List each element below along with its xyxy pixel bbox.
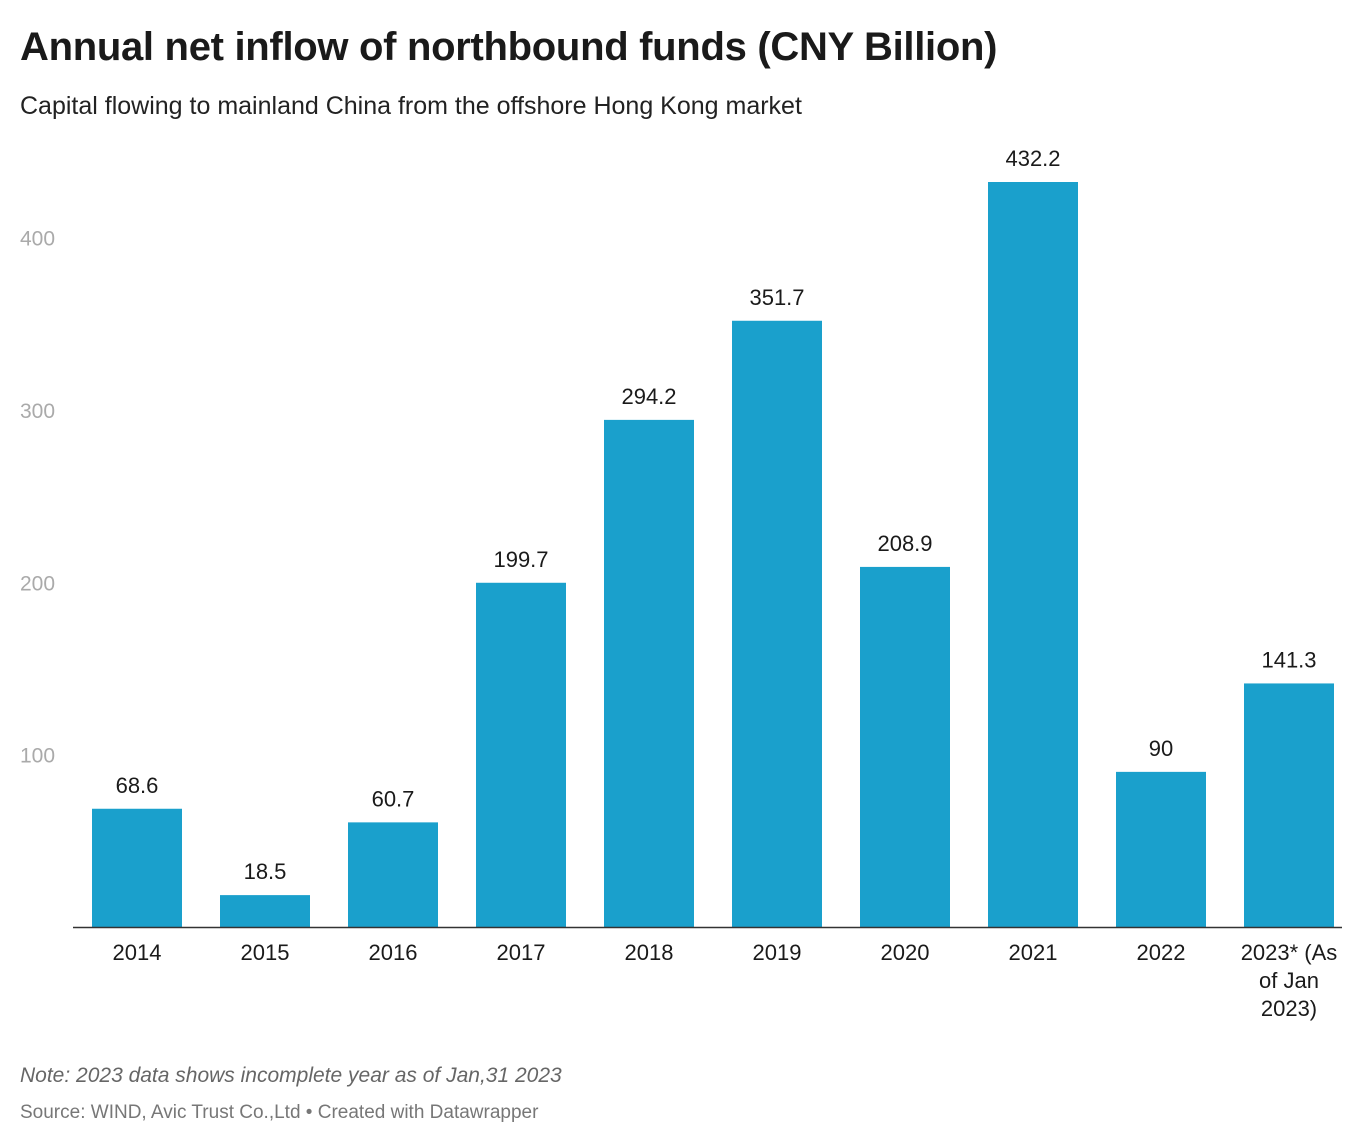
value-labels: 68.6 18.5 60.7 199.7 294.2 351.7 208.9 432.2 90 1… xyxy=(116,146,1317,884)
y-tick-label-100: 100 xyxy=(20,745,55,768)
x-tick-label-4: 2018 xyxy=(625,940,674,965)
bar-1 xyxy=(220,895,310,927)
y-axis-ticks: 100 200 300 400 xyxy=(20,228,55,768)
y-tick-label-200: 200 xyxy=(20,572,55,595)
value-label-4: 294.2 xyxy=(621,384,676,409)
bar-7 xyxy=(988,182,1078,927)
value-label-7: 432.2 xyxy=(1005,146,1060,171)
value-label-9: 141.3 xyxy=(1261,647,1316,672)
x-tick-label-3: 2017 xyxy=(497,940,546,965)
x-tick-label-2: 2016 xyxy=(369,940,418,965)
value-label-6: 208.9 xyxy=(877,531,932,556)
value-label-2: 60.7 xyxy=(372,786,415,811)
value-label-1: 18.5 xyxy=(244,859,287,884)
bar-9 xyxy=(1244,683,1334,927)
x-tick-label-0: 2014 xyxy=(113,940,162,965)
value-label-5: 351.7 xyxy=(749,285,804,310)
x-tick-label-6: 2020 xyxy=(881,940,930,965)
bar-3 xyxy=(476,582,566,927)
value-label-8: 90 xyxy=(1149,736,1173,761)
x-tick-label-8: 2022 xyxy=(1137,940,1186,965)
chart-title: Annual net inflow of northbound funds (C… xyxy=(20,25,998,69)
bar-0 xyxy=(92,808,182,927)
x-tick-label-1: 2015 xyxy=(241,940,290,965)
bar-2 xyxy=(348,822,438,927)
bars xyxy=(92,182,1334,927)
y-tick-label-400: 400 xyxy=(20,228,55,251)
source-credit: Source: WIND, Avic Trust Co.,Ltd • Creat… xyxy=(20,1102,539,1123)
bar-5 xyxy=(732,320,822,927)
chart-subtitle: Capital flowing to mainland China from t… xyxy=(20,92,802,120)
bar-6 xyxy=(860,566,950,927)
x-tick-label-7: 2021 xyxy=(1009,940,1058,965)
x-tick-label-9: 2023* (As of Jan 2023) xyxy=(1241,940,1338,1021)
bar-4 xyxy=(604,419,694,927)
value-label-0: 68.6 xyxy=(116,773,159,798)
footnote: Note: 2023 data shows incomplete year as… xyxy=(20,1064,562,1087)
y-tick-label-300: 300 xyxy=(20,400,55,423)
value-label-3: 199.7 xyxy=(493,547,548,572)
bar-8 xyxy=(1116,771,1206,927)
x-axis-labels: 2014 2015 2016 2017 2018 2019 2020 2021 2022 2023… xyxy=(113,940,1338,1021)
x-tick-label-5: 2019 xyxy=(753,940,802,965)
